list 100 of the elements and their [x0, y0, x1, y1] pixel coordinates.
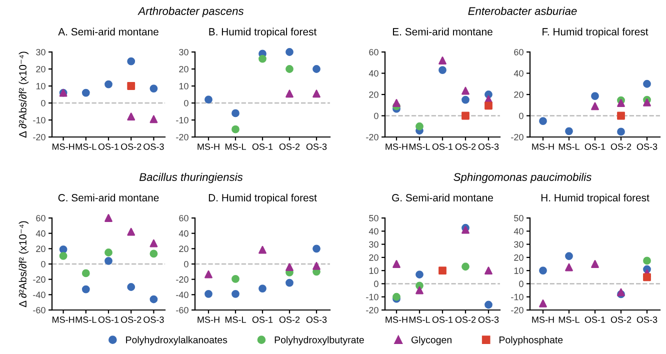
x-tick-label: OS-2 [610, 143, 632, 150]
y-tick-label: -20 [511, 306, 524, 314]
chart-title: G. Semi-arid montane [392, 194, 493, 202]
x-tick-label: OS-2 [279, 316, 300, 323]
x-tick-label: MS-H [52, 143, 74, 150]
y-tick-label: 30 [369, 241, 378, 248]
y-tick-label: 50 [514, 214, 524, 222]
y-tick-label: -10 [511, 294, 524, 300]
y-tick-label: 20 [514, 254, 524, 261]
text: Enterobacter asburiae [468, 6, 577, 15]
y-tick-label: 0 [41, 100, 46, 106]
y-tick-label: 0 [184, 260, 188, 268]
y-tick-label: 0 [519, 112, 524, 120]
y-tick-label: 10 [369, 268, 378, 274]
y-tick-label: 10 [179, 82, 188, 90]
x-tick-label: OS-1 [584, 316, 606, 323]
x-tick-label: MS-L [409, 143, 430, 150]
x-tick-label: MS-H [52, 316, 74, 323]
y-tick-label: 20 [369, 91, 378, 98]
y-tick-label: 10 [514, 268, 524, 274]
y-tick-label: 0 [41, 260, 46, 268]
x-tick-label: OS-2 [610, 316, 632, 323]
x-tick-label: OS-3 [636, 316, 658, 323]
y-tick-label: 30 [179, 48, 188, 56]
y-tick-label: -20 [33, 134, 46, 140]
x-tick-label: OS-1 [584, 143, 606, 150]
x-tick-label: OS-3 [306, 143, 327, 150]
y-tick-label: 60 [36, 214, 46, 222]
x-tick-label: OS-3 [478, 143, 499, 150]
x-tick-label: MS-L [409, 316, 430, 323]
x-tick-label: OS-1 [432, 143, 453, 150]
y-tick-label: -40 [33, 292, 46, 298]
x-tick-label: MS-H [386, 143, 408, 150]
legend-label: Polyhydroxylbutyrate [274, 336, 364, 346]
y-tick-label: -10 [366, 294, 378, 300]
y-tick-label: 30 [36, 48, 46, 56]
x-tick-label: OS-2 [455, 316, 476, 323]
x-tick-label: MS-L [76, 143, 96, 150]
text: Arthrobacter pascens [138, 6, 244, 18]
y-tick-label: 60 [179, 214, 188, 222]
y-tick-label: 40 [36, 230, 46, 237]
x-tick-label: MS-H [198, 143, 220, 150]
y-tick-label: 60 [369, 48, 378, 56]
x-tick-label: MS-L [225, 316, 246, 323]
x-tick-label: OS-3 [478, 316, 499, 323]
x-tick-label: MS-L [558, 316, 580, 323]
y-tick-label: 0 [519, 280, 524, 288]
y-tick-label: -40 [176, 292, 188, 298]
y-tick-label: -20 [176, 134, 188, 140]
x-tick-label: OS-2 [120, 143, 142, 150]
x-tick-label: OS-2 [120, 316, 142, 323]
y-tick-label: -60 [33, 306, 46, 314]
chart-title: B. Humid tropical forest [209, 28, 317, 38]
y-tick-label: -20 [176, 276, 188, 283]
legend-label: Glycogen [411, 336, 452, 346]
y-tick-label: -60 [176, 306, 188, 314]
y-tick-label: 40 [368, 70, 378, 77]
x-tick-label: MS-L [558, 143, 580, 150]
y-axis-title: Δ ∂²Abs/∂f² (x10⁻⁴) [18, 52, 29, 138]
x-tick-label: OS-1 [98, 143, 119, 150]
y-tick-label: 0 [184, 100, 188, 106]
x-tick-label: OS-3 [306, 316, 327, 323]
x-tick-label: OS-2 [279, 143, 300, 150]
chart-title: E. Semi-arid montane [392, 28, 492, 36]
y-tick-label: -20 [366, 306, 378, 314]
y-tick-label: 0 [374, 280, 378, 288]
y-tick-label: 10 [36, 82, 46, 90]
chart-title: C. Semi-arid montane [58, 194, 159, 202]
y-tick-label: 20 [514, 91, 524, 98]
y-tick-label: 40 [514, 228, 524, 235]
x-tick-label: MS-H [386, 316, 408, 323]
chart-title: D. Humid tropical forest [208, 194, 317, 204]
y-tick-label: 50 [369, 214, 378, 222]
chart-title: H. Humid tropical forest [541, 194, 650, 204]
x-tick-label: OS-1 [98, 316, 119, 323]
x-tick-label: OS-2 [455, 143, 476, 150]
y-tick-label: -20 [33, 276, 46, 283]
y-tick-label: 40 [514, 70, 524, 77]
x-tick-label: OS-1 [252, 143, 273, 150]
x-tick-label: MS-H [198, 316, 220, 323]
y-tick-label: 20 [369, 254, 378, 261]
y-tick-label: 20 [36, 246, 46, 252]
x-tick-label: MS-L [76, 316, 96, 323]
text: Bacillus thuringiensis [139, 172, 243, 184]
y-tick-label: -10 [176, 116, 188, 124]
chart-title: F. Humid tropical forest [542, 28, 648, 38]
chart-title: A. Semi-arid montane [58, 28, 158, 36]
legend-label: Polyhydroxylalkanoates [126, 336, 228, 346]
x-tick-label: OS-3 [144, 316, 164, 323]
x-tick-label: MS-L [225, 143, 246, 150]
y-tick-label: 20 [179, 66, 188, 72]
y-tick-label: -10 [33, 116, 46, 124]
y-tick-label: 40 [178, 230, 188, 237]
y-tick-label: 60 [514, 48, 524, 56]
legend-label: Polyphosphate [500, 336, 563, 346]
y-tick-label: -20 [511, 134, 524, 140]
y-tick-label: -20 [366, 134, 378, 140]
y-axis-title: Δ ∂²Abs/∂f² (x10⁻⁴) [18, 221, 29, 308]
x-tick-label: MS-H [532, 143, 554, 150]
y-tick-label: 30 [514, 241, 524, 248]
